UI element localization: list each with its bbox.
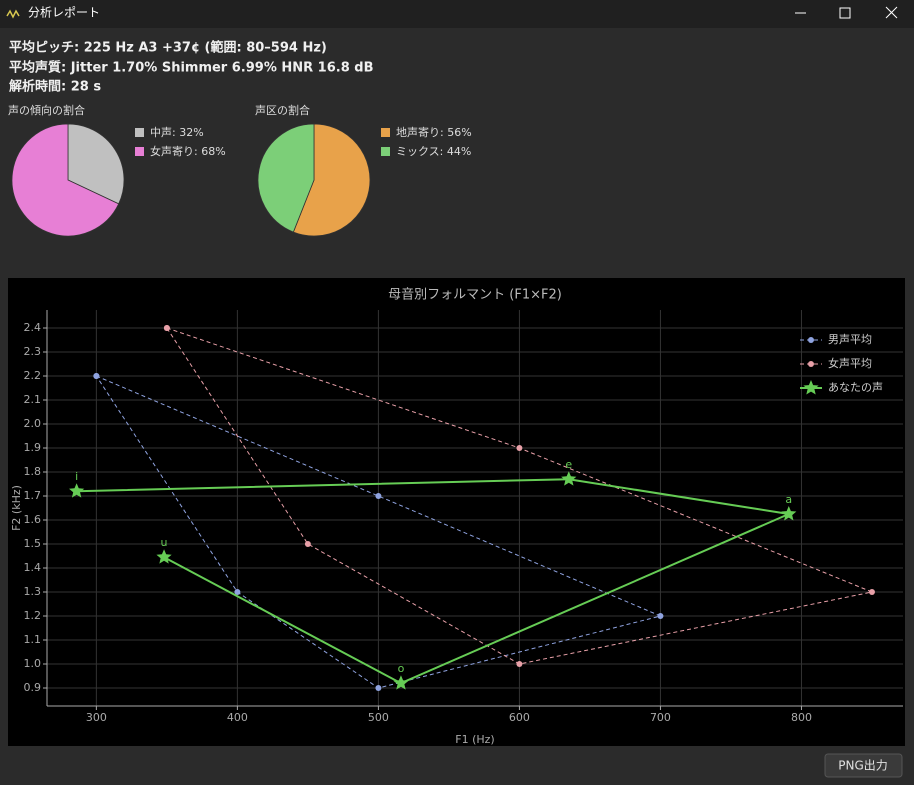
legend-label: 中声: 32% <box>150 125 204 139</box>
window-title: 分析レポート <box>28 6 100 20</box>
y-tick-label: 1.7 <box>24 489 42 502</box>
legend-label: 男声平均 <box>828 332 872 346</box>
point-marker <box>163 325 170 331</box>
y-tick-label: 1.4 <box>24 561 42 574</box>
title-bar <box>0 0 914 28</box>
legend-label: あなたの声 <box>828 380 883 394</box>
close-button[interactable] <box>885 6 898 19</box>
y-tick-label: 2.0 <box>24 417 42 430</box>
x-tick-label: 800 <box>791 711 812 724</box>
star-marker <box>156 549 172 564</box>
legend-swatch <box>381 147 390 156</box>
pie-slice <box>292 123 371 237</box>
pie-slice <box>67 123 125 205</box>
legend-marker <box>808 361 814 367</box>
y-tick-label: 1.9 <box>24 441 42 454</box>
point-marker <box>304 541 311 547</box>
summary-line: 解析時間: 28 s <box>8 79 101 95</box>
summary-line: 平均ピッチ: 225 Hz A3 +37¢ (範囲: 80–594 Hz) <box>9 40 327 56</box>
y-tick-label: 1.0 <box>24 657 42 670</box>
pie-title: 声区の割合 <box>255 103 310 117</box>
point-marker <box>234 589 241 595</box>
chart-panel <box>8 278 905 746</box>
pie-slice <box>257 123 315 233</box>
pie-slice <box>11 123 120 237</box>
x-tick-label: 700 <box>650 711 671 724</box>
legend-marker <box>808 337 814 343</box>
legend-label: 女声平均 <box>828 356 872 370</box>
chart-title: 母音別フォルマント (F1×F2) <box>388 287 562 303</box>
point-marker <box>657 613 664 619</box>
y-axis-label: F2 (kHz) <box>10 485 23 531</box>
point-label: a <box>785 493 792 506</box>
point-marker <box>516 445 523 451</box>
y-tick-label: 1.5 <box>24 537 42 550</box>
legend-swatch <box>135 128 144 137</box>
point-marker <box>93 373 100 379</box>
y-tick-label: 2.1 <box>24 393 42 406</box>
star-marker <box>561 471 577 486</box>
y-tick-label: 1.6 <box>24 513 42 526</box>
point-label: i <box>75 470 78 483</box>
y-tick-label: 2.3 <box>24 345 42 358</box>
point-label: o <box>398 662 405 675</box>
app-icon <box>6 9 20 19</box>
x-axis-label: F1 (Hz) <box>455 733 494 746</box>
legend-label: 地声寄り: 56% <box>396 125 472 139</box>
legend-marker <box>803 380 819 395</box>
x-tick-label: 400 <box>227 711 248 724</box>
x-tick-label: 500 <box>368 711 389 724</box>
star-marker <box>393 675 409 690</box>
star-marker <box>69 483 85 498</box>
point-marker <box>375 685 382 691</box>
png-export-label[interactable]: PNG出力 <box>838 759 888 773</box>
y-tick-label: 2.4 <box>24 321 42 334</box>
point-marker <box>375 493 382 499</box>
png-export-button[interactable] <box>824 753 903 778</box>
y-tick-label: 0.9 <box>24 681 42 694</box>
x-tick-label: 300 <box>86 711 107 724</box>
series-line <box>95 375 662 689</box>
legend-label: 女声寄り: 68% <box>150 144 226 158</box>
y-tick-label: 2.2 <box>24 369 42 382</box>
y-tick-label: 1.1 <box>24 633 42 646</box>
point-label: e <box>565 458 572 471</box>
y-tick-label: 1.3 <box>24 585 42 598</box>
point-marker <box>868 589 875 595</box>
legend-swatch <box>135 147 144 156</box>
maximize-button[interactable] <box>839 7 851 19</box>
x-tick-label: 600 <box>509 711 530 724</box>
y-tick-label: 1.8 <box>24 465 42 478</box>
star-marker <box>781 506 797 521</box>
pie-title: 声の傾向の割合 <box>8 103 85 117</box>
y-tick-label: 1.2 <box>24 609 42 622</box>
point-label: u <box>161 536 168 549</box>
legend-label: ミックス: 44% <box>396 145 471 158</box>
series-line <box>166 327 874 665</box>
legend-swatch <box>381 128 390 137</box>
point-marker <box>516 661 523 667</box>
summary-line: 平均声質: Jitter 1.70% Shimmer 6.99% HNR 16.… <box>9 60 373 76</box>
